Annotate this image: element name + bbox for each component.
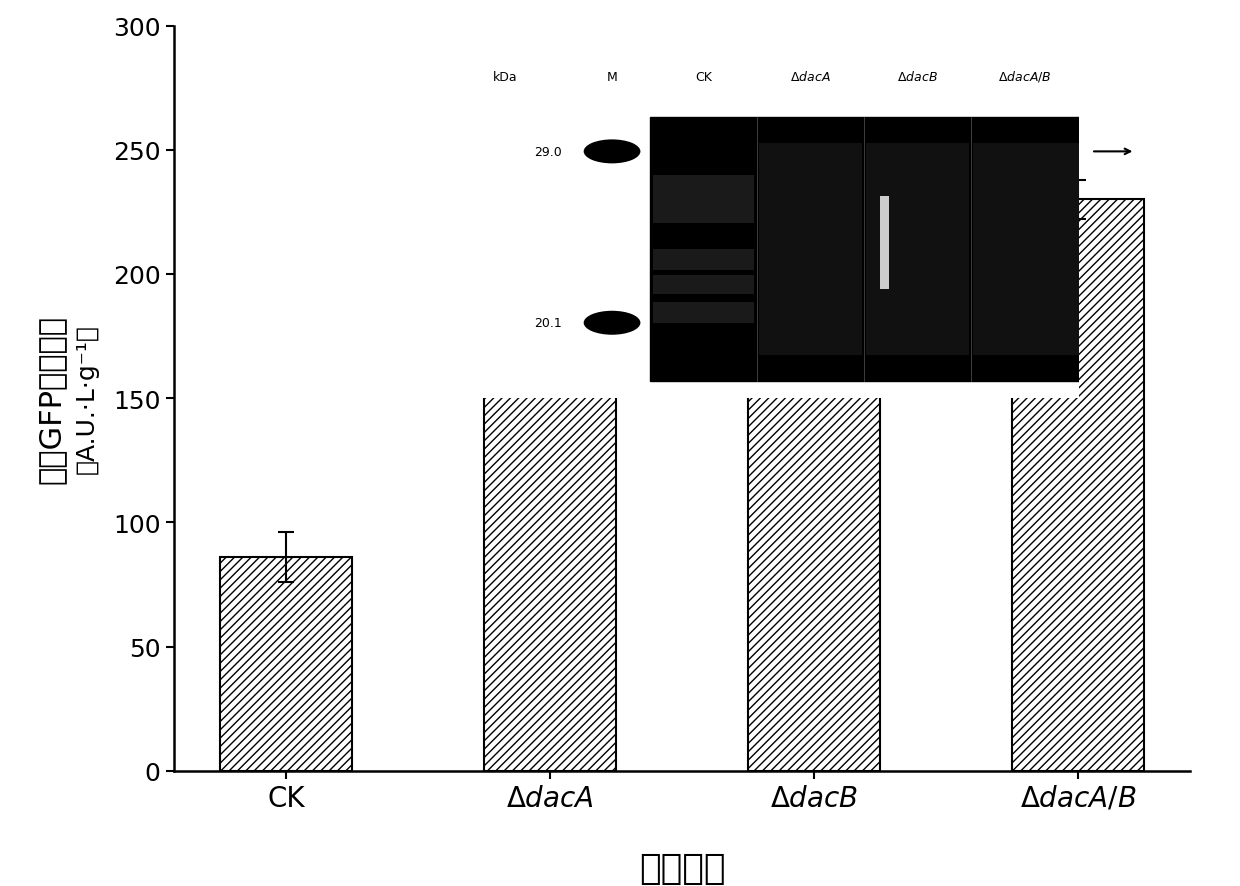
Bar (1012, 200, 1145, 771)
Text: 不同菌株: 不同菌株 (639, 851, 725, 884)
Bar (219, 557, 352, 771)
Text: （A.U.·L·g⁻¹）: （A.U.·L·g⁻¹） (76, 324, 99, 473)
Bar (484, 305, 616, 771)
Bar (748, 330, 880, 771)
Text: 胞外GFP荧光强度: 胞外GFP荧光强度 (37, 315, 66, 483)
